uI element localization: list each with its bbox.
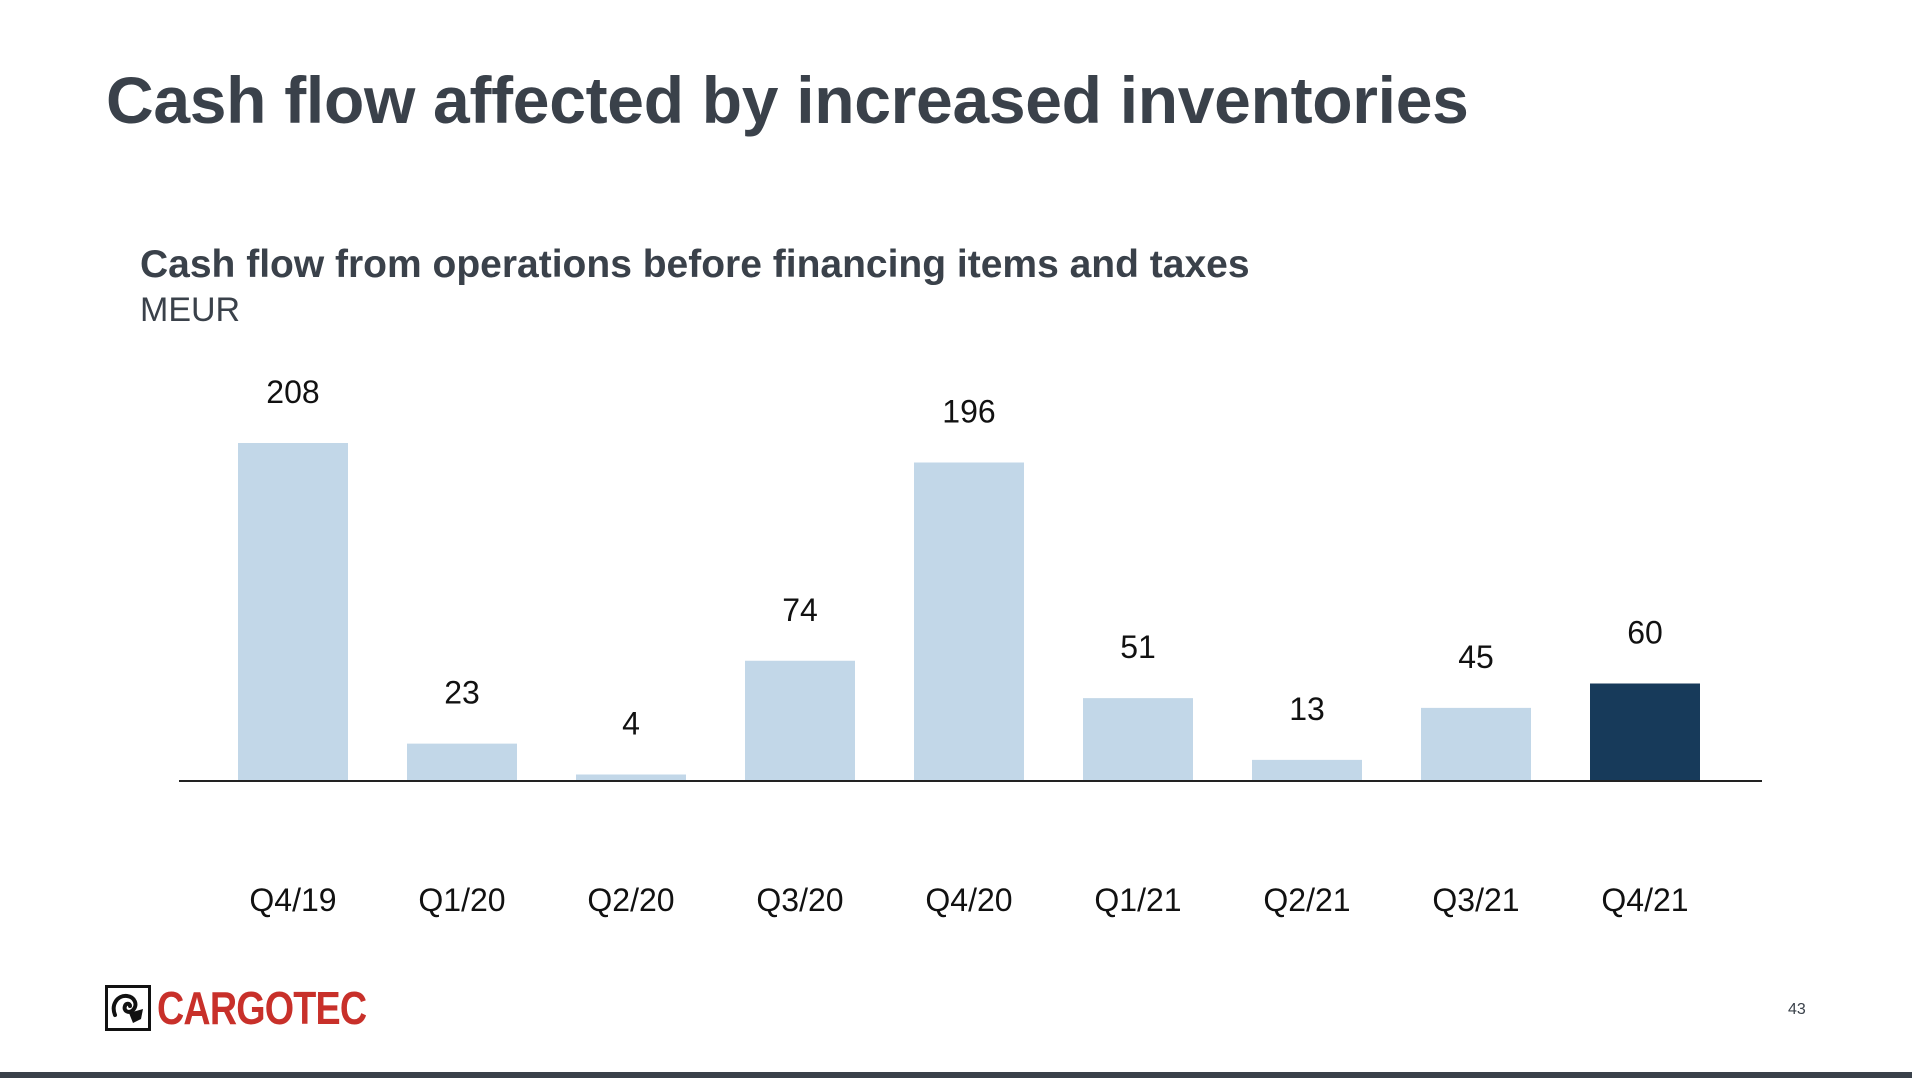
data-label-Q1/21: 51 bbox=[1120, 629, 1156, 665]
data-label-Q3/21: 45 bbox=[1458, 639, 1494, 675]
category-label-Q4/20: Q4/20 bbox=[925, 882, 1012, 918]
data-label-Q4/19: 208 bbox=[266, 374, 319, 410]
cargotec-logo: CARGOTEC bbox=[105, 985, 412, 1031]
category-label-Q4/21: Q4/21 bbox=[1601, 882, 1688, 918]
slide-title: Cash flow affected by increased inventor… bbox=[106, 63, 1469, 137]
category-label-Q3/21: Q3/21 bbox=[1432, 882, 1519, 918]
bar-Q4/21 bbox=[1590, 683, 1700, 781]
category-label-Q2/20: Q2/20 bbox=[587, 882, 674, 918]
data-label-Q4/21: 60 bbox=[1627, 615, 1663, 651]
bar-Q4/20 bbox=[914, 462, 1024, 781]
data-label-Q2/20: 4 bbox=[622, 706, 640, 742]
bar-Q2/20 bbox=[576, 774, 686, 781]
data-label-Q2/21: 13 bbox=[1289, 691, 1325, 727]
category-label-Q4/19: Q4/19 bbox=[249, 882, 336, 918]
bottom-rule bbox=[0, 1072, 1912, 1078]
data-label-Q1/20: 23 bbox=[444, 675, 480, 711]
data-label-Q3/20: 74 bbox=[782, 592, 818, 628]
chart-unit: MEUR bbox=[140, 291, 241, 329]
bar-Q3/20 bbox=[745, 660, 855, 781]
category-label-Q1/21: Q1/21 bbox=[1094, 882, 1181, 918]
ram-head-icon bbox=[105, 985, 151, 1031]
data-label-Q4/20: 196 bbox=[942, 394, 995, 430]
category-label-Q2/21: Q2/21 bbox=[1263, 882, 1350, 918]
bar-Q1/21 bbox=[1083, 698, 1193, 781]
bar-chart: 208 Q4/19 23 Q1/20 4 Q2/20 74 Q3/20 196 Q4/20 51 Q1… bbox=[179, 374, 1762, 918]
category-label-Q3/20: Q3/20 bbox=[756, 882, 843, 918]
page-number: 43 bbox=[1788, 1001, 1806, 1018]
category-label-Q1/20: Q1/20 bbox=[418, 882, 505, 918]
bar-Q3/21 bbox=[1421, 707, 1531, 781]
bar-Q2/21 bbox=[1252, 759, 1362, 781]
chart-title: Cash flow from operations before financi… bbox=[140, 243, 1250, 286]
logo-wordmark: CARGOTEC bbox=[157, 982, 367, 1034]
bar-Q1/20 bbox=[407, 743, 517, 781]
bar-Q4/19 bbox=[238, 443, 348, 781]
